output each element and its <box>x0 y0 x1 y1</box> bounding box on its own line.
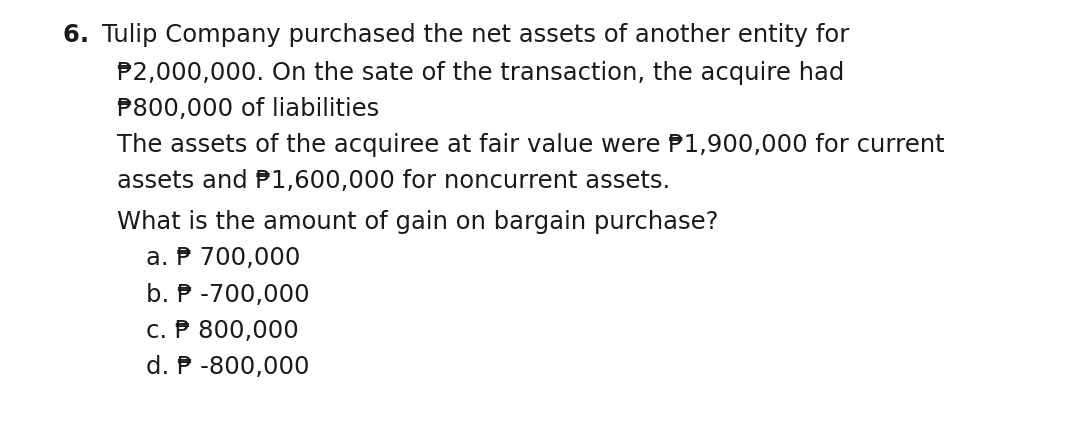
Text: b. ₱ -700,000: b. ₱ -700,000 <box>146 283 310 307</box>
Text: 6.: 6. <box>63 23 97 47</box>
Text: ₱800,000 of liabilities: ₱800,000 of liabilities <box>117 97 379 121</box>
Text: a. ₱ 700,000: a. ₱ 700,000 <box>146 246 300 270</box>
Text: d. ₱ -800,000: d. ₱ -800,000 <box>146 355 309 379</box>
Text: ₱2,000,000. On the sate of the transaction, the acquire had: ₱2,000,000. On the sate of the transacti… <box>117 61 843 85</box>
Text: c. ₱ 800,000: c. ₱ 800,000 <box>146 319 298 343</box>
Text: What is the amount of gain on bargain purchase?: What is the amount of gain on bargain pu… <box>117 210 718 234</box>
Text: assets and ₱1,600,000 for noncurrent assets.: assets and ₱1,600,000 for noncurrent ass… <box>117 169 670 193</box>
Text: Tulip Company purchased the net assets of another entity for: Tulip Company purchased the net assets o… <box>102 23 849 47</box>
Text: The assets of the acquiree at fair value were ₱1,900,000 for current: The assets of the acquiree at fair value… <box>117 133 944 157</box>
